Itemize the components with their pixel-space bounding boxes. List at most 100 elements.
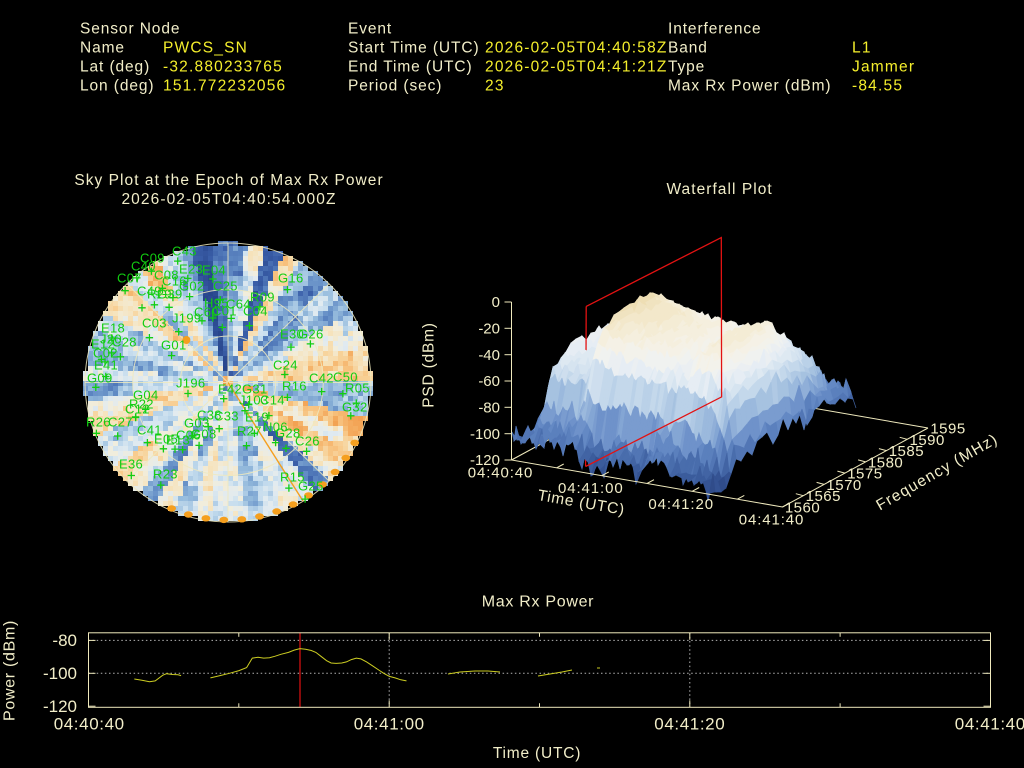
svg-text:E05: E05: [154, 432, 178, 447]
svg-text:J199: J199: [172, 311, 201, 326]
svg-text:E04: E04: [202, 263, 226, 278]
svg-text:-120: -120: [470, 452, 500, 469]
svg-text:-100: -100: [43, 664, 77, 683]
svg-text:PSD (dBm): PSD (dBm): [421, 322, 438, 408]
svg-text:C24: C24: [273, 358, 298, 373]
svg-text:C28: C28: [112, 335, 137, 350]
svg-text:G09: G09: [87, 371, 112, 386]
svg-text:C06: C06: [176, 428, 201, 443]
svg-text:C09: C09: [140, 251, 165, 266]
svg-text:-84.55: -84.55: [852, 78, 903, 95]
svg-text:04:41:20: 04:41:20: [648, 496, 714, 513]
svg-text:C38: C38: [197, 408, 222, 423]
svg-text:1585: 1585: [889, 443, 924, 460]
svg-text:Interference: Interference: [668, 21, 762, 38]
svg-text:1590: 1590: [910, 432, 945, 449]
svg-text:1575: 1575: [847, 466, 882, 483]
svg-text:04:41:40: 04:41:40: [739, 512, 805, 529]
svg-text:Start Time (UTC): Start Time (UTC): [348, 40, 480, 57]
svg-text:R26: R26: [86, 415, 111, 430]
svg-text:R09: R09: [250, 290, 275, 305]
svg-text:Power (dBm): Power (dBm): [2, 620, 19, 721]
svg-text:E18: E18: [101, 321, 125, 336]
svg-text:G31: G31: [242, 382, 267, 397]
svg-text:-120: -120: [43, 697, 77, 716]
svg-text:-100: -100: [470, 426, 500, 443]
svg-text:C27: C27: [108, 415, 133, 430]
svg-text:E41: E41: [94, 358, 118, 373]
svg-text:C25: C25: [213, 279, 238, 294]
svg-text:-32.880233765: -32.880233765: [163, 59, 283, 76]
svg-text:04:41:20: 04:41:20: [654, 715, 725, 734]
svg-text:C41: C41: [137, 423, 162, 438]
svg-text:C49: C49: [137, 284, 162, 299]
svg-text:G32: G32: [342, 400, 367, 415]
svg-text:-80: -80: [52, 631, 77, 650]
svg-text:2026-02-05T04:40:58Z: 2026-02-05T04:40:58Z: [485, 40, 668, 57]
svg-text:C01: C01: [212, 304, 237, 319]
svg-text:Type: Type: [668, 59, 705, 76]
svg-text:R15: R15: [280, 470, 305, 485]
svg-text:04:40:40: 04:40:40: [54, 715, 125, 734]
svg-text:End Time (UTC): End Time (UTC): [348, 59, 473, 76]
svg-text:G02: G02: [179, 279, 204, 294]
svg-text:Lon (deg): Lon (deg): [80, 78, 154, 95]
svg-text:Band: Band: [668, 40, 708, 57]
svg-text:R16: R16: [282, 379, 307, 394]
svg-text:N06: N06: [263, 420, 288, 435]
svg-text:E36: E36: [119, 457, 143, 472]
svg-text:C04: C04: [243, 304, 268, 319]
svg-text:C42: C42: [309, 371, 334, 386]
svg-text:Event: Event: [348, 21, 392, 38]
svg-text:G04: G04: [133, 388, 158, 403]
svg-text:G25: G25: [298, 479, 323, 494]
svg-text:E12: E12: [91, 337, 115, 352]
svg-text:G16: G16: [278, 271, 303, 286]
svg-text:Time (UTC): Time (UTC): [493, 745, 581, 762]
svg-text:Period (sec): Period (sec): [348, 78, 442, 95]
svg-text:E42: E42: [218, 382, 242, 397]
svg-text:2026-02-05T04:41:21Z: 2026-02-05T04:41:21Z: [485, 59, 668, 76]
svg-text:1580: 1580: [868, 454, 903, 471]
svg-text:C50: C50: [333, 370, 358, 385]
svg-text:C16: C16: [162, 274, 187, 289]
svg-text:J196: J196: [176, 376, 205, 391]
svg-text:0: 0: [492, 294, 500, 311]
svg-text:1570: 1570: [826, 477, 861, 494]
svg-text:E13: E13: [166, 433, 190, 448]
svg-text:-80: -80: [478, 400, 500, 417]
svg-text:Waterfall Plot: Waterfall Plot: [666, 181, 772, 198]
svg-text:-40: -40: [478, 347, 500, 364]
svg-text:Lat (deg): Lat (deg): [80, 59, 150, 76]
svg-text:1560: 1560: [785, 500, 820, 517]
svg-text:J103: J103: [239, 393, 268, 408]
svg-text:23: 23: [485, 78, 505, 95]
svg-text:E19: E19: [245, 410, 269, 425]
svg-text:Name: Name: [80, 40, 125, 57]
svg-text:J20: J20: [100, 332, 122, 347]
svg-text:C33: C33: [214, 409, 239, 424]
svg-text:G26: G26: [298, 327, 323, 342]
svg-text:04:41:40: 04:41:40: [955, 715, 1024, 734]
svg-text:R27: R27: [237, 424, 262, 439]
svg-text:G28: G28: [275, 426, 300, 441]
svg-text:C43: C43: [172, 244, 197, 259]
svg-text:1595: 1595: [930, 421, 965, 438]
svg-text:R23: R23: [153, 467, 178, 482]
svg-text:C40: C40: [131, 259, 156, 274]
svg-text:E30: E30: [280, 327, 304, 342]
svg-text:E23: E23: [179, 262, 203, 277]
svg-text:G03: G03: [184, 416, 209, 431]
svg-text:Max Rx Power (dBm): Max Rx Power (dBm): [668, 78, 831, 95]
svg-text:Sky Plot at the Epoch of Max R: Sky Plot at the Epoch of Max Rx Power: [74, 172, 383, 189]
svg-text:G08: G08: [191, 427, 216, 442]
svg-text:-20: -20: [478, 321, 500, 338]
svg-text:G01: G01: [161, 338, 186, 353]
svg-text:2026-02-05T04:40:54.000Z: 2026-02-05T04:40:54.000Z: [121, 191, 336, 208]
svg-text:L1: L1: [852, 40, 872, 57]
svg-text:-60: -60: [478, 373, 500, 390]
svg-text:R29: R29: [147, 287, 172, 302]
svg-text:C08: C08: [154, 268, 179, 283]
svg-text:C14: C14: [260, 393, 285, 408]
svg-text:PWCS_SN: PWCS_SN: [163, 40, 248, 57]
